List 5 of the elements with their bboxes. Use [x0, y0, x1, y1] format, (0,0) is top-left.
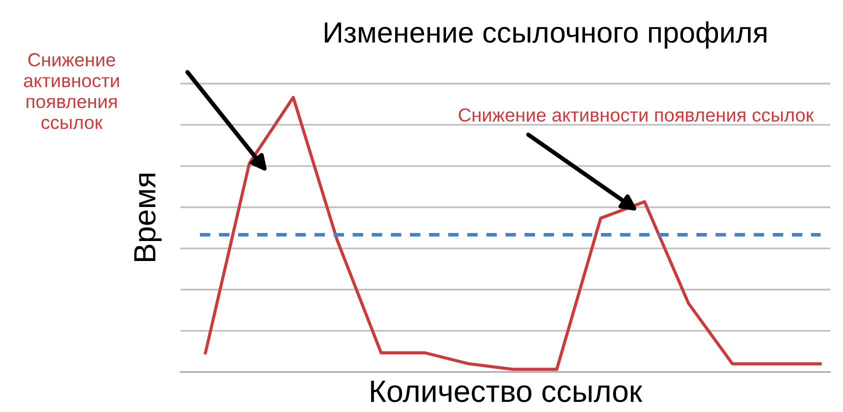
chart-title: Изменение ссылочного профиля	[324, 21, 766, 49]
annotation: Снижение активности появления ссылок	[458, 108, 814, 122]
x-axis-title: Количество ссылок	[371, 380, 642, 402]
text: Снижение активности появления ссылок	[24, 53, 119, 130]
y-axis-title: Время	[134, 174, 162, 261]
